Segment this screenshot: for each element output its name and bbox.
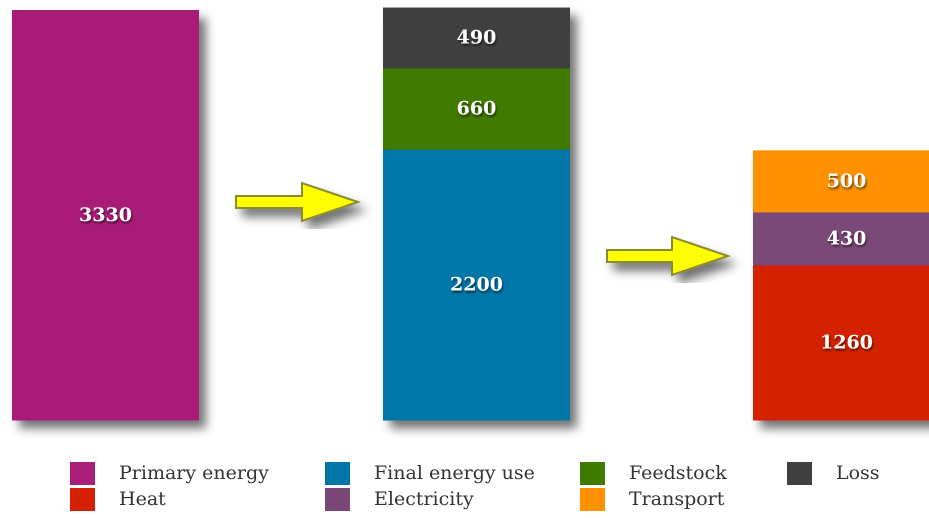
legend-item-heat: Heat (70, 486, 166, 512)
legend-item-transport: Transport (580, 486, 724, 512)
legend-swatch-final-energy-use (325, 461, 350, 485)
legend-swatch-heat (70, 487, 95, 511)
legend-row-2: Heat Electricity Transport (70, 486, 920, 512)
legend-swatch-electricity (325, 487, 350, 511)
flow-arrow-1-icon (235, 181, 362, 223)
data-label-loss: 490 (457, 27, 497, 49)
bar-segment-primary-energy (12, 10, 199, 421)
legend-item-loss: Loss (787, 460, 880, 486)
legend-label-electricity: Electricity (374, 488, 474, 510)
legend-label-transport: Transport (629, 488, 725, 510)
legend-item-feedstock: Feedstock (580, 460, 727, 486)
data-label-electricity: 430 (827, 227, 867, 249)
data-label-heat: 1260 (820, 331, 873, 353)
legend-label-final-energy-use: Final energy use (374, 462, 535, 484)
bar-segment-feedstock (383, 67, 570, 150)
stacked-bar-2 (383, 7, 570, 421)
legend-swatch-feedstock (580, 461, 605, 485)
stacked-bar-1 (12, 10, 199, 421)
legend-label-primary-energy: Primary energy (119, 462, 269, 484)
legend-label-feedstock: Feedstock (629, 462, 727, 484)
bar-segment-loss (383, 7, 570, 69)
legend-label-heat: Heat (119, 488, 166, 510)
bars-layer (12, 7, 929, 421)
bar-segment-heat (753, 264, 929, 421)
stacked-bar-3 (753, 150, 929, 421)
legend-item-electricity: Electricity (325, 486, 474, 512)
data-label-transport: 500 (827, 170, 867, 192)
bar-segment-electricity (753, 211, 929, 266)
flow-arrows-layer (235, 181, 732, 277)
bar-segment-final-energy-use (383, 149, 570, 421)
data-label-final-energy-use: 2200 (450, 274, 503, 296)
data-label-feedstock: 660 (457, 97, 497, 119)
legend-swatch-transport (580, 487, 605, 511)
legend-swatch-loss (787, 461, 812, 485)
segment-labels-layer: 3330 2200 660 490 1260 430 500 (79, 27, 873, 354)
legend-label-loss: Loss (836, 462, 880, 484)
legend-item-primary-energy: Primary energy (70, 460, 269, 486)
chart-legend: Primary energy Final energy use Feedstock L… (70, 460, 920, 512)
data-label-primary-energy: 3330 (79, 204, 132, 226)
bar-segment-transport (753, 150, 929, 213)
legend-swatch-primary-energy (70, 461, 95, 485)
legend-item-final-energy-use: Final energy use (325, 460, 535, 486)
legend-row-1: Primary energy Final energy use Feedstock L… (70, 460, 920, 486)
flow-arrow-2-icon (606, 235, 732, 277)
